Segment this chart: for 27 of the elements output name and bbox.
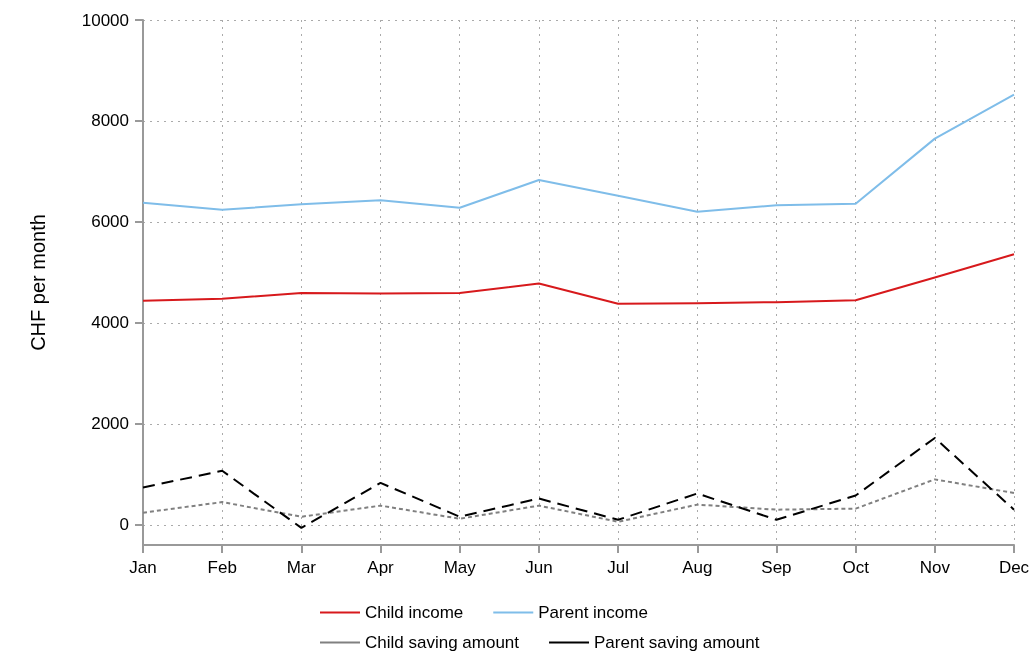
x-tick-label: Jun — [525, 558, 553, 577]
x-tick-label: Nov — [919, 558, 951, 577]
legend-label: Parent income — [538, 603, 648, 622]
line-series — [142, 253, 1015, 305]
line-series — [142, 93, 1015, 213]
legend-label: Child saving amount — [365, 633, 520, 652]
y-tick-label: 0 — [119, 515, 129, 535]
legend-label: Child income — [365, 603, 464, 622]
y-tick-label: 10000 — [81, 10, 129, 30]
x-tick-label: Aug — [682, 558, 713, 577]
y-tick-label: 6000 — [91, 212, 129, 232]
line-series — [142, 436, 1015, 529]
legend-label: Parent saving amount — [594, 633, 760, 652]
y-axis-title: CHF per month — [27, 214, 49, 351]
x-tick-label: Jan — [129, 558, 157, 577]
x-tick-label: Feb — [207, 558, 237, 577]
x-tick-label: Jul — [607, 558, 629, 577]
x-tick-label: Mar — [286, 558, 317, 577]
x-tick-label: Dec — [998, 558, 1030, 577]
x-tick-label: Apr — [367, 558, 395, 577]
x-tick-label: May — [443, 558, 477, 577]
y-tick-label: 4000 — [91, 313, 129, 333]
y-tick-label: 8000 — [91, 111, 129, 131]
line-series — [142, 478, 1015, 523]
x-tick-label: Oct — [842, 558, 870, 577]
x-tick-label: Sep — [761, 558, 792, 577]
y-tick-label: 2000 — [91, 414, 129, 434]
